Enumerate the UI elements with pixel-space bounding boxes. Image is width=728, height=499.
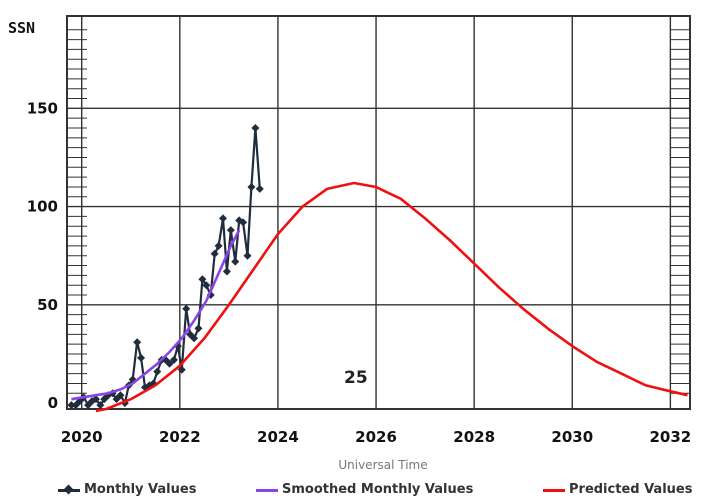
legend-dot-monthly	[63, 484, 74, 494]
series	[67, 124, 688, 413]
plot-frame	[66, 15, 691, 410]
monthly-valuespoint	[247, 182, 256, 191]
predicted-valuesline	[95, 181, 688, 413]
x-tick-label: 2030	[551, 428, 593, 446]
monthly-valuespoint	[96, 401, 105, 410]
x-tick-label: 2022	[159, 428, 201, 446]
monthly-valuespoint	[218, 214, 227, 223]
monthly-valuespoint	[91, 395, 100, 404]
x-tick-label: 2028	[453, 428, 495, 446]
y-tick-label: 150	[27, 99, 58, 117]
monthly-valuespoint	[198, 275, 207, 284]
monthly-valuespoint	[182, 304, 191, 313]
legend-label-monthly: Monthly Values	[84, 482, 197, 497]
legend-label-smoothed: Smoothed Monthly Values	[282, 482, 474, 497]
monthly-valuespoint	[226, 226, 235, 235]
x-tick-label: 2020	[61, 428, 103, 446]
y-tick-label: 100	[27, 198, 58, 216]
monthly-valuespoint	[133, 338, 142, 347]
grid	[66, 15, 691, 410]
monthly-valuespoint	[67, 401, 76, 410]
cycle-number-label: 25	[344, 368, 368, 388]
monthly-valuespoint	[202, 281, 211, 290]
monthly-valuespoint	[177, 365, 186, 374]
x-tick-labels: 2020 2022 2024 2026 2028 2030 2032	[61, 428, 691, 446]
monthly-valuespoint	[214, 241, 223, 250]
legend-item-predicted: Predicted Values	[543, 480, 692, 499]
monthly-valuespoint	[210, 249, 219, 258]
x-axis-label: Universal Time	[338, 458, 427, 472]
monthly-valuespoint	[137, 353, 146, 362]
legend-marker-monthly	[58, 484, 80, 496]
y-tick-labels: 0 50 100 150	[27, 99, 58, 412]
monthly-valuespoint	[190, 334, 199, 343]
legend-marker-predicted	[543, 484, 565, 496]
x-tick-label: 2026	[355, 428, 397, 446]
solar-cycle-chart: 2020 2022 2024 2026 2028 2030 2032 0 50 100 150 S…	[8, 15, 691, 472]
monthly-valuespoint	[222, 267, 231, 276]
legend-marker-smoothed	[256, 484, 278, 496]
monthly-valuespoint	[165, 359, 174, 368]
legend-line-smoothed	[256, 488, 278, 492]
monthly-valuespoint	[251, 124, 260, 133]
y-axis-label: SSN	[8, 19, 35, 37]
smoothed-monthly-valuesline	[71, 229, 241, 401]
legend-item-monthly: Monthly Values	[58, 480, 196, 499]
monthly-valuespoint	[231, 257, 240, 266]
legend: Monthly Values Smoothed Monthly Values P…	[46, 480, 728, 499]
x-tick-label: 2024	[257, 428, 299, 446]
legend-item-smoothed: Smoothed Monthly Values	[256, 480, 473, 499]
legend-label-predicted: Predicted Values	[569, 482, 693, 497]
y-tick-label: 0	[48, 394, 58, 412]
monthly-valuespoint	[153, 367, 162, 376]
legend-line-predicted	[543, 488, 565, 492]
monthly-valuespoint	[255, 184, 264, 193]
monthly-valuespoint	[169, 355, 178, 364]
monthly-valuespoint	[116, 391, 125, 400]
y-tick-label: 50	[37, 296, 58, 314]
monthly-valuespoint	[239, 218, 248, 227]
monthly-valuespoint	[243, 251, 252, 260]
x-tick-label: 2032	[650, 428, 692, 446]
monthly-valuespoint	[194, 324, 203, 333]
